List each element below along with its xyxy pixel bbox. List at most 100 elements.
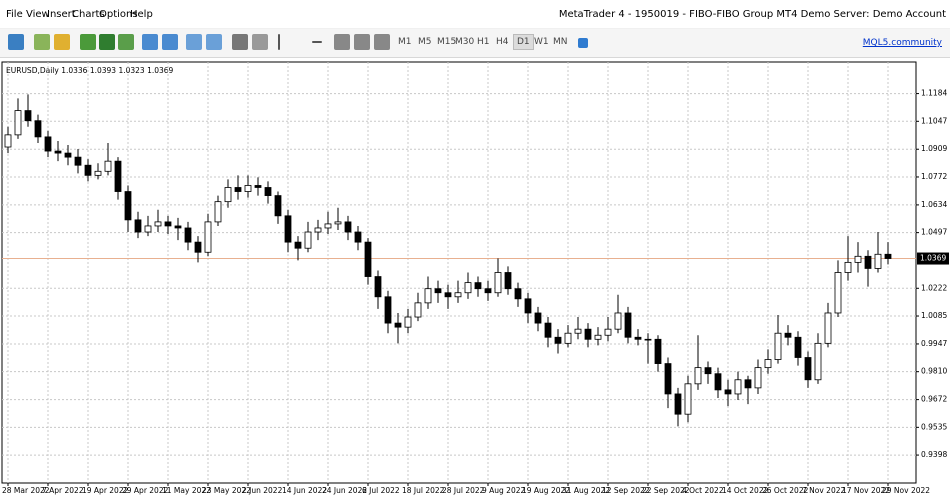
candle-body [64,152,72,158]
profiles-button[interactable] [34,34,50,50]
candle-body [764,359,772,369]
candle-body [864,255,872,269]
data-button[interactable] [54,34,70,50]
candle-body [94,170,102,176]
x-tick-label: 29 Apr 2022 [122,486,169,495]
timeframe-button[interactable]: MN [553,37,568,47]
x-tick-label: 7 Apr 2022 [42,486,84,495]
candle-body [644,338,652,341]
new-chart-button[interactable] [8,34,24,50]
candle-body [784,332,792,338]
menu-item[interactable]: Charts [72,9,105,20]
candle-body [434,288,442,294]
candle-body [284,215,292,243]
candle-body [674,393,682,415]
candle-body [824,312,832,344]
candle-body [114,160,122,192]
community-link[interactable]: MQL5.community [862,38,942,48]
shift-button[interactable] [206,34,222,50]
timeframe-button[interactable]: D1 [513,34,534,50]
candle-body [264,187,272,196]
autoscroll-button[interactable] [186,34,202,50]
candle-body [544,322,552,338]
candle-body [614,312,622,330]
menu-bar: File View Insert Charts Options Help Met… [0,0,950,28]
timeframe-button[interactable]: H4 [496,37,509,47]
menu-item[interactable]: View [26,9,50,20]
timeframe-button[interactable]: M15 [437,37,457,47]
candle-body [794,336,802,358]
menu-item[interactable]: File [6,9,23,20]
candle-body [494,272,502,294]
menu-item[interactable]: Help [130,9,153,20]
timeframe-button[interactable]: W1 [534,37,549,47]
candle-body [44,136,52,152]
y-tick-label: 0.9398 [921,450,947,459]
text-button[interactable] [334,34,350,50]
candle-body [724,389,732,395]
candle-body [554,336,562,344]
y-tick-label: 1.0772 [921,172,947,181]
trendline-button[interactable] [312,41,322,43]
x-tick-label: 19 Apr 2022 [82,486,129,495]
x-tick-label: 14 Oct 2022 [722,486,769,495]
x-tick-label: 18 Jul 2022 [402,486,445,495]
chart: EURUSD,Daily 1.0336 1.0393 1.0323 1.0369… [0,58,950,500]
candle-body [504,272,512,290]
candle-body [354,231,362,243]
candle-body [34,120,42,138]
chart-title: EURUSD,Daily 1.0336 1.0393 1.0323 1.0369 [6,66,174,75]
y-tick-label: 1.1047 [921,116,947,125]
candle-body [524,298,532,314]
y-tick-label: 1.0497 [921,228,947,237]
fullscreen-button[interactable] [578,38,588,48]
crosshair-button[interactable] [252,34,268,50]
candle-body [214,201,222,223]
candle-body [754,367,762,389]
timeframe-button[interactable]: M1 [398,37,412,47]
y-tick-label: 0.9810 [921,367,947,376]
zoom-in-button[interactable] [142,34,158,50]
candle-body [164,221,172,227]
candle-body [54,150,62,154]
y-tick-label: 1.0222 [921,283,947,292]
candle-body [534,312,542,324]
last-price-label: 1.0369 [920,254,946,263]
candle-chart-button[interactable] [99,34,115,50]
timeframe-button[interactable]: M5 [418,37,432,47]
candle-body [704,367,712,375]
x-tick-label: 28 Jul 2022 [442,486,485,495]
candle-body [474,282,482,290]
candle-body [874,253,882,269]
candle-body [624,312,632,338]
vline-button[interactable] [278,34,280,50]
candle-body [564,332,572,344]
zoom-out-button[interactable] [162,34,178,50]
bar-chart-button[interactable] [80,34,96,50]
candle-body [374,276,382,298]
candle-body [734,379,742,395]
plot-frame [1,61,917,484]
candle-body [584,328,592,340]
x-tick-label: 4 Oct 2022 [682,486,724,495]
candle-body [694,367,702,385]
y-tick-label: 0.9672 [921,395,947,404]
window-title: MetaTrader 4 - 1950019 - FIBO-FIBO Group… [558,9,946,20]
candle-body [464,282,472,294]
cursor-button[interactable] [232,34,248,50]
menu-item[interactable]: Options [99,9,138,20]
x-tick-label: 6 Jul 2022 [362,486,400,495]
menu-item[interactable]: Insert [47,9,76,20]
candle-body [384,296,392,324]
x-tick-label: 23 May 2022 [202,486,251,495]
candle-body [854,255,862,263]
candle-body [224,187,232,203]
timeframe-button[interactable]: H1 [477,37,490,47]
candle-body [344,221,352,233]
candle-body [594,334,602,340]
label-button[interactable] [354,34,370,50]
candle-body [234,187,242,192]
fibo-button[interactable] [374,34,390,50]
line-chart-button[interactable] [118,34,134,50]
timeframe-button[interactable]: M30 [455,37,475,47]
